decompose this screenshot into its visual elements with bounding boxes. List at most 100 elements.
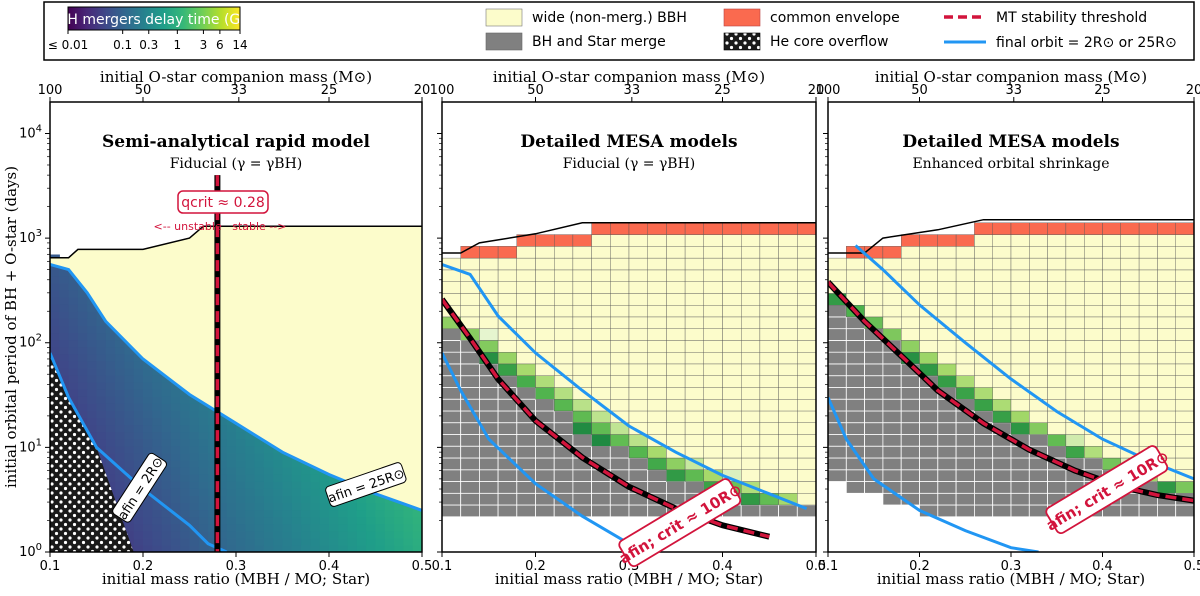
panel-a-heat-cell (87, 360, 98, 369)
panel-a-heat-cell (115, 424, 125, 433)
panel-b-grid-cell (666, 246, 686, 259)
panel-c-grid-cell (882, 304, 902, 318)
panel-b-grid-cell (554, 304, 574, 318)
panel-c-grid-cell (1065, 446, 1085, 459)
panel-b-grid-cell (797, 446, 816, 459)
panel-a-heat-cell (301, 537, 311, 546)
panel-c-grid-cell (992, 410, 1012, 423)
panel-c-grid-cell (919, 257, 938, 271)
panel-c-grid-cell (864, 375, 884, 388)
panel-a-heat-cell (226, 502, 237, 511)
panel-c-grid-cell (845, 386, 865, 400)
panel-b-grid-cell (703, 257, 723, 271)
panel-b-grid-cell (759, 504, 780, 518)
panel-c-grid-cell (955, 246, 975, 259)
panel-a-heat-cell (375, 537, 386, 546)
stability-arrows-label: <-- unstable stable --> (154, 220, 287, 233)
panel-a-heat-cell (152, 502, 163, 511)
panel-a-heat-cell (105, 431, 116, 440)
panel-b-grid-cell (722, 434, 742, 447)
panel-a-heat-cell (115, 481, 125, 489)
panel-c-grid-cell (1138, 281, 1158, 294)
panel-c-grid-cell (1157, 410, 1176, 423)
panel-b-grid-cell (797, 222, 816, 235)
panel-b-grid-cell (628, 234, 648, 247)
panel-a-heat-cell (96, 424, 107, 433)
panel-b-grid-cell (554, 328, 574, 341)
panel-a-heat-cell (124, 403, 135, 411)
panel-a-heat-cell (310, 544, 321, 552)
panel-c-grid-cell (882, 316, 902, 329)
panel-b-grid-cell (497, 504, 518, 518)
panel-c-grid-cell (1065, 434, 1085, 447)
panel-b-grid-cell (516, 293, 536, 306)
panel-b-grid-cell (722, 410, 742, 423)
panel-a-heat-cell (124, 360, 135, 369)
panel-b-grid-cell (684, 446, 704, 459)
panel-a-heat-cell (180, 396, 191, 404)
panel-a-heat-cell (180, 403, 191, 411)
panel-c-grid-cell (1010, 222, 1030, 235)
panel-b-grid-cell (647, 269, 667, 282)
panel-b-grid-cell (610, 363, 630, 376)
panel-b-grid-cell (797, 257, 816, 271)
panel-c-grid-cell (1065, 269, 1085, 282)
panel-a-heat-cell (273, 509, 284, 518)
panel-a-heat-cell (133, 382, 144, 390)
panel-b-grid-cell (741, 434, 761, 447)
panel-b-grid-cell (741, 340, 761, 353)
panel-c-grid-cell (1138, 304, 1158, 318)
panel-a-heat-cell (319, 544, 330, 552)
panel-a-heat-cell (403, 509, 414, 518)
panel-c-grid-cell (882, 257, 902, 271)
panel-a-heat-cell (263, 495, 274, 503)
panel-c-grid-cell (864, 363, 884, 377)
panel-a-heat-cell (115, 382, 125, 390)
panel-b-grid-cell (666, 399, 686, 412)
panel-a-heat-cell (105, 353, 116, 362)
panel-a-heat-cell (403, 544, 414, 552)
panel-a-heat-cell (245, 452, 256, 461)
panel-a-heat-cell (338, 544, 349, 552)
panel-c-grid-cell (900, 410, 920, 424)
panel-a-heat-cell (59, 374, 70, 383)
panel-a-heat-cell (263, 452, 274, 461)
panel-c-grid-cell (1102, 316, 1121, 329)
panel-a-heat-cell (384, 530, 395, 539)
panel-c-grid-cell (974, 445, 994, 459)
panel-c-grid-cell (992, 445, 1012, 459)
panel-b-grid-cell (666, 234, 686, 247)
panel-c-grid-cell (828, 469, 847, 482)
panel-a-heat-cell (394, 537, 404, 546)
panel-c-grid-cell (1102, 340, 1121, 353)
panel-a-heat-cell (375, 530, 386, 539)
panel-a-heat-cell (170, 445, 181, 454)
panel-a-heat-cell (115, 410, 125, 418)
panel-c-grid-cell (992, 316, 1012, 329)
panel-a-heat-cell (226, 424, 237, 433)
panel-a-heat-cell (96, 318, 107, 326)
panel-a-heat-cell (208, 481, 218, 489)
panel-b-grid-cell (516, 351, 536, 365)
panel-c-grid-cell (1010, 469, 1030, 482)
panel-a-heat-cell (87, 311, 98, 319)
panel-a-heat-cell (301, 509, 311, 518)
panel-c-grid-cell (919, 281, 938, 294)
panel-a-heat-cell (291, 516, 302, 525)
panel-c-grid-cell (1120, 375, 1140, 388)
panel-c-grid-cell (1010, 422, 1030, 435)
panel-a-heat-cell (189, 523, 200, 532)
panel-a-heat-cell (384, 523, 395, 532)
panel-a-heat-cell (198, 424, 209, 433)
legend-merge-patch (485, 32, 523, 51)
panel-c-grid-cell (901, 246, 920, 259)
panel-b-grid-cell (572, 246, 592, 259)
panel-c-afin-box (1045, 445, 1169, 535)
panel-c-grid-cell (974, 269, 993, 282)
panel-b-grid-cell (516, 246, 536, 259)
panel-c-grid-cell (1083, 304, 1103, 318)
panel-b-grid-cell (684, 422, 704, 435)
panel-a-heat-cell (338, 530, 349, 539)
panel-a-heat-cell (133, 410, 144, 418)
panel-a-heat-cell (133, 438, 144, 447)
